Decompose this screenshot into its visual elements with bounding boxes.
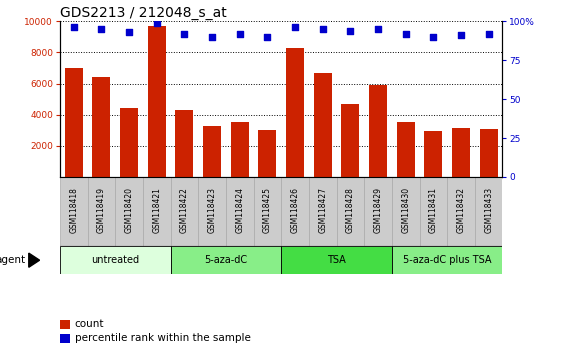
Bar [336,177,364,246]
Bar [480,129,498,177]
Point [235,31,244,36]
Point [180,31,189,36]
Text: GSM118427: GSM118427 [318,187,327,233]
Text: GSM118420: GSM118420 [124,187,134,233]
Bar [226,177,254,246]
Text: GSM118431: GSM118431 [429,187,438,233]
Bar [115,177,143,246]
Bar [175,110,194,177]
Bar [60,177,87,246]
Bar [452,128,470,177]
Bar [60,320,70,329]
Bar [65,68,83,177]
Bar [254,177,281,246]
Point [152,20,162,25]
Bar [171,177,198,246]
Point [318,26,327,32]
Point [263,34,272,40]
Point [97,26,106,32]
Text: GSM118423: GSM118423 [208,187,216,233]
Text: percentile rank within the sample: percentile rank within the sample [75,333,251,343]
Bar [369,85,387,177]
Bar [420,177,447,246]
Text: GSM118425: GSM118425 [263,187,272,233]
Bar [313,73,332,177]
Text: count: count [75,319,104,329]
Text: GSM118418: GSM118418 [69,187,78,233]
Bar [286,48,304,177]
Bar [364,177,392,246]
Point [456,33,465,38]
Text: GSM118424: GSM118424 [235,187,244,233]
Point [429,34,438,40]
Point [401,31,410,36]
Bar [447,177,475,246]
Text: TSA: TSA [327,255,346,265]
Bar [424,131,443,177]
Bar [475,177,502,246]
Point [346,28,355,33]
Point [484,31,493,36]
Bar [392,246,502,274]
Text: GDS2213 / 212048_s_at: GDS2213 / 212048_s_at [60,6,227,20]
Point [69,25,78,30]
Bar [341,104,359,177]
Text: GSM118430: GSM118430 [401,187,410,233]
Bar [87,177,115,246]
Point [373,26,383,32]
Bar [143,177,171,246]
Polygon shape [29,253,39,267]
Point [207,34,216,40]
Bar [148,26,166,177]
Text: GSM118433: GSM118433 [484,187,493,233]
Bar [309,177,336,246]
Point [291,25,300,30]
Text: GSM118428: GSM118428 [346,187,355,233]
Bar [60,246,171,274]
Bar [93,77,110,177]
Text: GSM118422: GSM118422 [180,187,189,233]
Bar [231,122,249,177]
Bar [198,177,226,246]
Point [124,29,134,35]
Bar [60,334,70,343]
Bar [392,177,420,246]
Text: GSM118419: GSM118419 [97,187,106,233]
Bar [259,130,276,177]
Text: GSM118432: GSM118432 [456,187,465,233]
Text: agent: agent [0,255,25,265]
Text: GSM118429: GSM118429 [373,187,383,233]
Text: GSM118426: GSM118426 [291,187,300,233]
Bar [171,246,282,274]
Text: 5-aza-dC plus TSA: 5-aza-dC plus TSA [403,255,492,265]
Text: untreated: untreated [91,255,139,265]
Bar [282,177,309,246]
Bar [120,108,138,177]
Text: GSM118421: GSM118421 [152,187,161,233]
Bar [397,122,415,177]
Bar [282,246,392,274]
Text: 5-aza-dC: 5-aza-dC [204,255,247,265]
Bar [203,126,221,177]
